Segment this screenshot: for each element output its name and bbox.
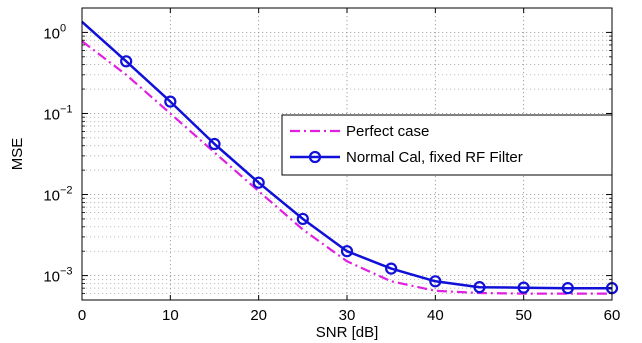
y-axis-label: MSE [9,138,26,171]
series-marker-1 [473,281,486,294]
y-tick-label: 100 [43,22,66,42]
series-marker-1 [252,176,265,189]
x-tick-label: 10 [162,307,179,324]
legend: Perfect case Normal Cal, fixed RF Filter [281,114,613,176]
x-tick-label: 0 [78,307,86,324]
series-marker-1 [561,282,574,295]
legend-box [281,114,613,176]
series-marker-1 [164,95,177,108]
series-marker-1 [385,262,398,275]
x-tick-label: 50 [515,307,532,324]
legend-label-normal-cal: Normal Cal, fixed RF Filter [346,149,523,166]
x-tick-label: 60 [604,307,621,324]
series-line-1 [81,20,612,290]
legend-label-perfect-case: Perfect case [346,123,429,140]
series-marker-1 [429,275,442,288]
legend-marker-normal-cal [308,150,322,164]
series-marker-1 [208,137,221,151]
ticks-layer: 0 10 20 30 40 50 60 10−3 10−2 10−1 100 [43,8,620,324]
series-marker-1 [517,281,530,294]
x-axis-label: SNR [dB] [316,324,379,341]
x-tick-label: 20 [250,307,267,324]
x-tick-label: 40 [427,307,444,324]
series-layer [81,20,619,295]
y-tick-label: 10−2 [43,185,72,205]
series-marker-1 [120,55,133,68]
y-tick-label: 10−1 [43,103,72,123]
series-marker-1 [296,212,309,226]
y-tick-label: 10−3 [43,266,72,286]
series-marker-1 [340,245,354,258]
x-tick-label: 30 [339,307,356,324]
